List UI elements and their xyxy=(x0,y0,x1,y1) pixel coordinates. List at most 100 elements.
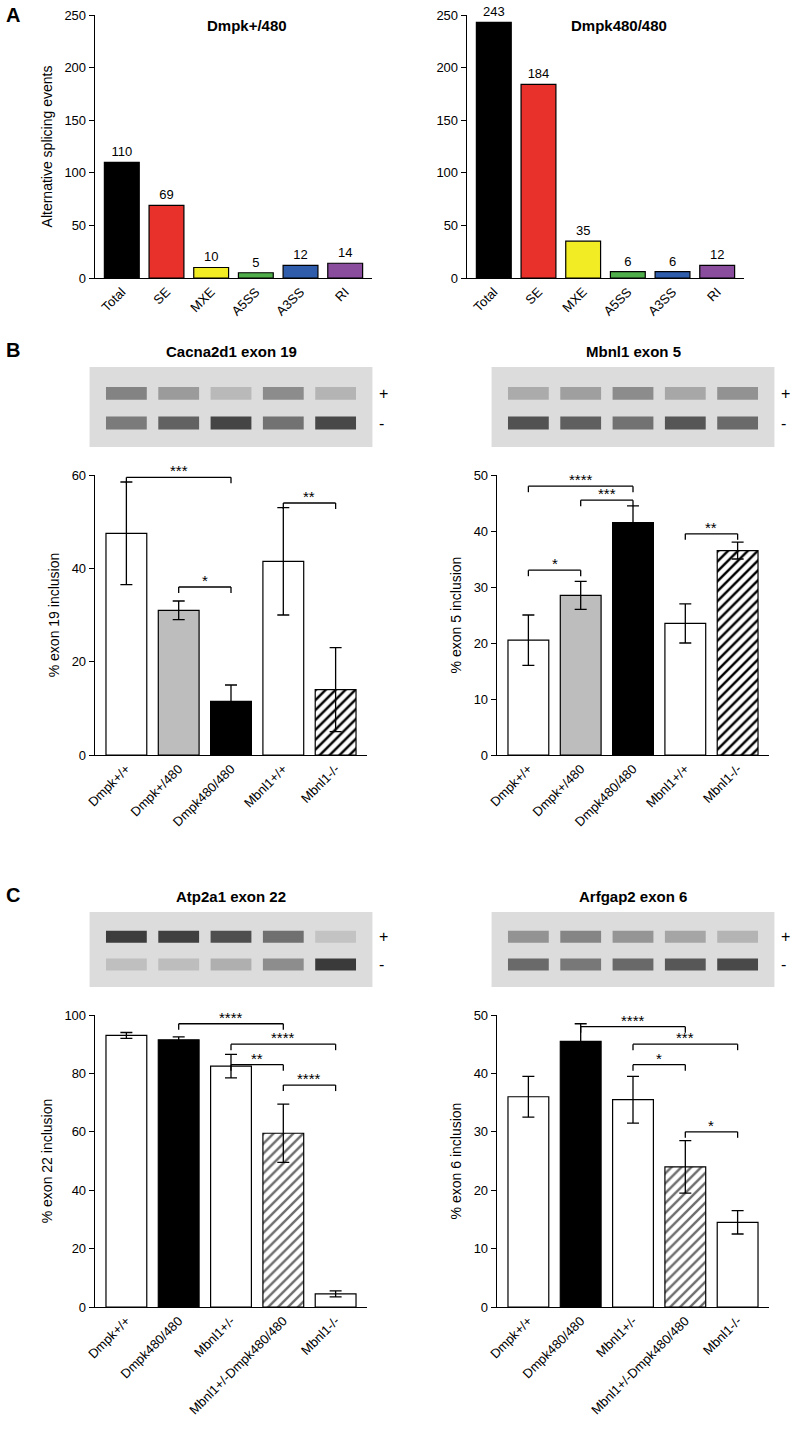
svg-text:C: C xyxy=(6,884,20,906)
svg-text:****: **** xyxy=(219,1009,243,1026)
svg-text:12: 12 xyxy=(710,247,724,262)
svg-text:0: 0 xyxy=(481,1300,488,1315)
svg-text:10: 10 xyxy=(474,1241,488,1256)
svg-text:Cacna2d1 exon 19: Cacna2d1 exon 19 xyxy=(166,343,297,360)
svg-text:Total: Total xyxy=(470,284,500,314)
svg-text:-: - xyxy=(379,415,384,432)
svg-text:**: ** xyxy=(705,519,717,536)
svg-text:184: 184 xyxy=(528,66,550,81)
svg-text:Alternative splicing events: Alternative splicing events xyxy=(39,66,55,228)
svg-text:40: 40 xyxy=(72,1183,86,1198)
svg-text:% exon 5 inclusion: % exon 5 inclusion xyxy=(448,557,464,674)
svg-text:Mbnl1+/-Dmpk480/480: Mbnl1+/-Dmpk480/480 xyxy=(186,1314,290,1418)
svg-text:0: 0 xyxy=(481,748,488,763)
svg-text:Mbnl1-/-: Mbnl1-/- xyxy=(700,762,744,806)
svg-text:250: 250 xyxy=(436,8,458,23)
svg-text:A5SS: A5SS xyxy=(228,284,262,318)
svg-text:***: *** xyxy=(598,485,616,502)
svg-text:Atp2a1 exon 22: Atp2a1 exon 22 xyxy=(176,888,286,905)
svg-text:Dmpk480/480: Dmpk480/480 xyxy=(571,17,667,34)
svg-text:69: 69 xyxy=(159,187,173,202)
svg-text:-: - xyxy=(781,956,786,973)
svg-text:110: 110 xyxy=(111,144,132,159)
svg-text:20: 20 xyxy=(72,654,86,669)
svg-text:Mbnl1-/-: Mbnl1-/- xyxy=(298,1314,342,1358)
svg-text:80: 80 xyxy=(72,1066,86,1081)
svg-text:5: 5 xyxy=(252,255,259,270)
svg-text:*: * xyxy=(202,572,208,589)
svg-text:A: A xyxy=(6,4,20,26)
svg-text:B: B xyxy=(6,339,20,361)
svg-text:150: 150 xyxy=(436,113,458,128)
svg-text:20: 20 xyxy=(474,636,488,651)
svg-text:60: 60 xyxy=(72,1124,86,1139)
svg-text:SE: SE xyxy=(150,284,173,307)
svg-text:243: 243 xyxy=(483,4,505,19)
svg-text:40: 40 xyxy=(474,524,488,539)
svg-text:Mbnl1+/+: Mbnl1+/+ xyxy=(643,762,692,811)
svg-text:-: - xyxy=(379,956,384,973)
svg-text:A3SS: A3SS xyxy=(273,284,307,318)
svg-text:50: 50 xyxy=(474,1008,488,1023)
svg-text:***: *** xyxy=(170,462,188,479)
svg-text:A5SS: A5SS xyxy=(600,284,634,318)
svg-text:+: + xyxy=(379,385,388,402)
svg-text:% exon 19 inclusion: % exon 19 inclusion xyxy=(46,553,62,678)
svg-text:*: * xyxy=(552,555,558,572)
svg-text:A3SS: A3SS xyxy=(645,284,679,318)
svg-text:% exon 6 inclusion: % exon 6 inclusion xyxy=(448,1103,464,1220)
svg-text:0: 0 xyxy=(79,748,86,763)
svg-text:40: 40 xyxy=(72,561,86,576)
svg-text:RI: RI xyxy=(704,285,724,305)
svg-text:*: * xyxy=(656,1050,662,1067)
svg-text:****: **** xyxy=(569,471,593,488)
svg-text:10: 10 xyxy=(204,249,218,264)
svg-text:Mbnl1+/-: Mbnl1+/- xyxy=(593,1314,640,1361)
svg-text:150: 150 xyxy=(64,113,86,128)
svg-text:Dmpk480/480: Dmpk480/480 xyxy=(572,762,640,830)
svg-text:20: 20 xyxy=(474,1183,488,1198)
svg-text:****: **** xyxy=(271,1029,295,1046)
svg-text:100: 100 xyxy=(64,1008,86,1023)
svg-text:Arfgap2 exon 6: Arfgap2 exon 6 xyxy=(579,888,687,905)
svg-text:100: 100 xyxy=(436,165,458,180)
svg-text:Dmpk480/480: Dmpk480/480 xyxy=(118,1314,186,1382)
svg-text:0: 0 xyxy=(79,1300,86,1315)
svg-text:Dmpk480/480: Dmpk480/480 xyxy=(170,762,238,830)
svg-text:0: 0 xyxy=(451,271,458,286)
svg-text:50: 50 xyxy=(72,218,86,233)
svg-text:Dmpk+/480: Dmpk+/480 xyxy=(207,17,287,34)
svg-text:**: ** xyxy=(303,488,315,505)
svg-text:200: 200 xyxy=(436,60,458,75)
svg-text:14: 14 xyxy=(338,245,352,260)
svg-text:-: - xyxy=(781,415,786,432)
svg-text:RI: RI xyxy=(332,285,352,305)
svg-text:+: + xyxy=(781,385,790,402)
svg-text:+: + xyxy=(379,928,388,945)
svg-text:****: **** xyxy=(621,1012,645,1029)
svg-text:**: ** xyxy=(251,1050,263,1067)
svg-text:Mbnl1-/-: Mbnl1-/- xyxy=(700,1314,744,1358)
svg-text:60: 60 xyxy=(72,468,86,483)
svg-text:Dmpk+/480: Dmpk+/480 xyxy=(530,762,588,820)
svg-text:SE: SE xyxy=(522,284,545,307)
svg-text:Mbnl1+/-: Mbnl1+/- xyxy=(191,1314,238,1361)
svg-text:Total: Total xyxy=(98,284,128,314)
svg-text:Mbnl1-/-: Mbnl1-/- xyxy=(298,762,342,806)
svg-text:Dmpk+/+: Dmpk+/+ xyxy=(85,762,133,810)
svg-text:*: * xyxy=(708,1117,714,1134)
svg-text:Dmpk+/+: Dmpk+/+ xyxy=(487,762,535,810)
svg-text:35: 35 xyxy=(576,223,590,238)
svg-text:Dmpk+/+: Dmpk+/+ xyxy=(487,1314,535,1362)
svg-text:Mbnl1 exon 5: Mbnl1 exon 5 xyxy=(586,343,681,360)
svg-text:50: 50 xyxy=(474,468,488,483)
svg-text:50: 50 xyxy=(444,218,458,233)
svg-text:Dmpk+/+: Dmpk+/+ xyxy=(85,1314,133,1362)
svg-text:30: 30 xyxy=(474,580,488,595)
svg-text:0: 0 xyxy=(79,271,86,286)
svg-text:250: 250 xyxy=(64,8,86,23)
svg-text:12: 12 xyxy=(293,247,307,262)
svg-text:40: 40 xyxy=(474,1066,488,1081)
svg-text:***: *** xyxy=(676,1029,694,1046)
svg-text:+: + xyxy=(781,928,790,945)
